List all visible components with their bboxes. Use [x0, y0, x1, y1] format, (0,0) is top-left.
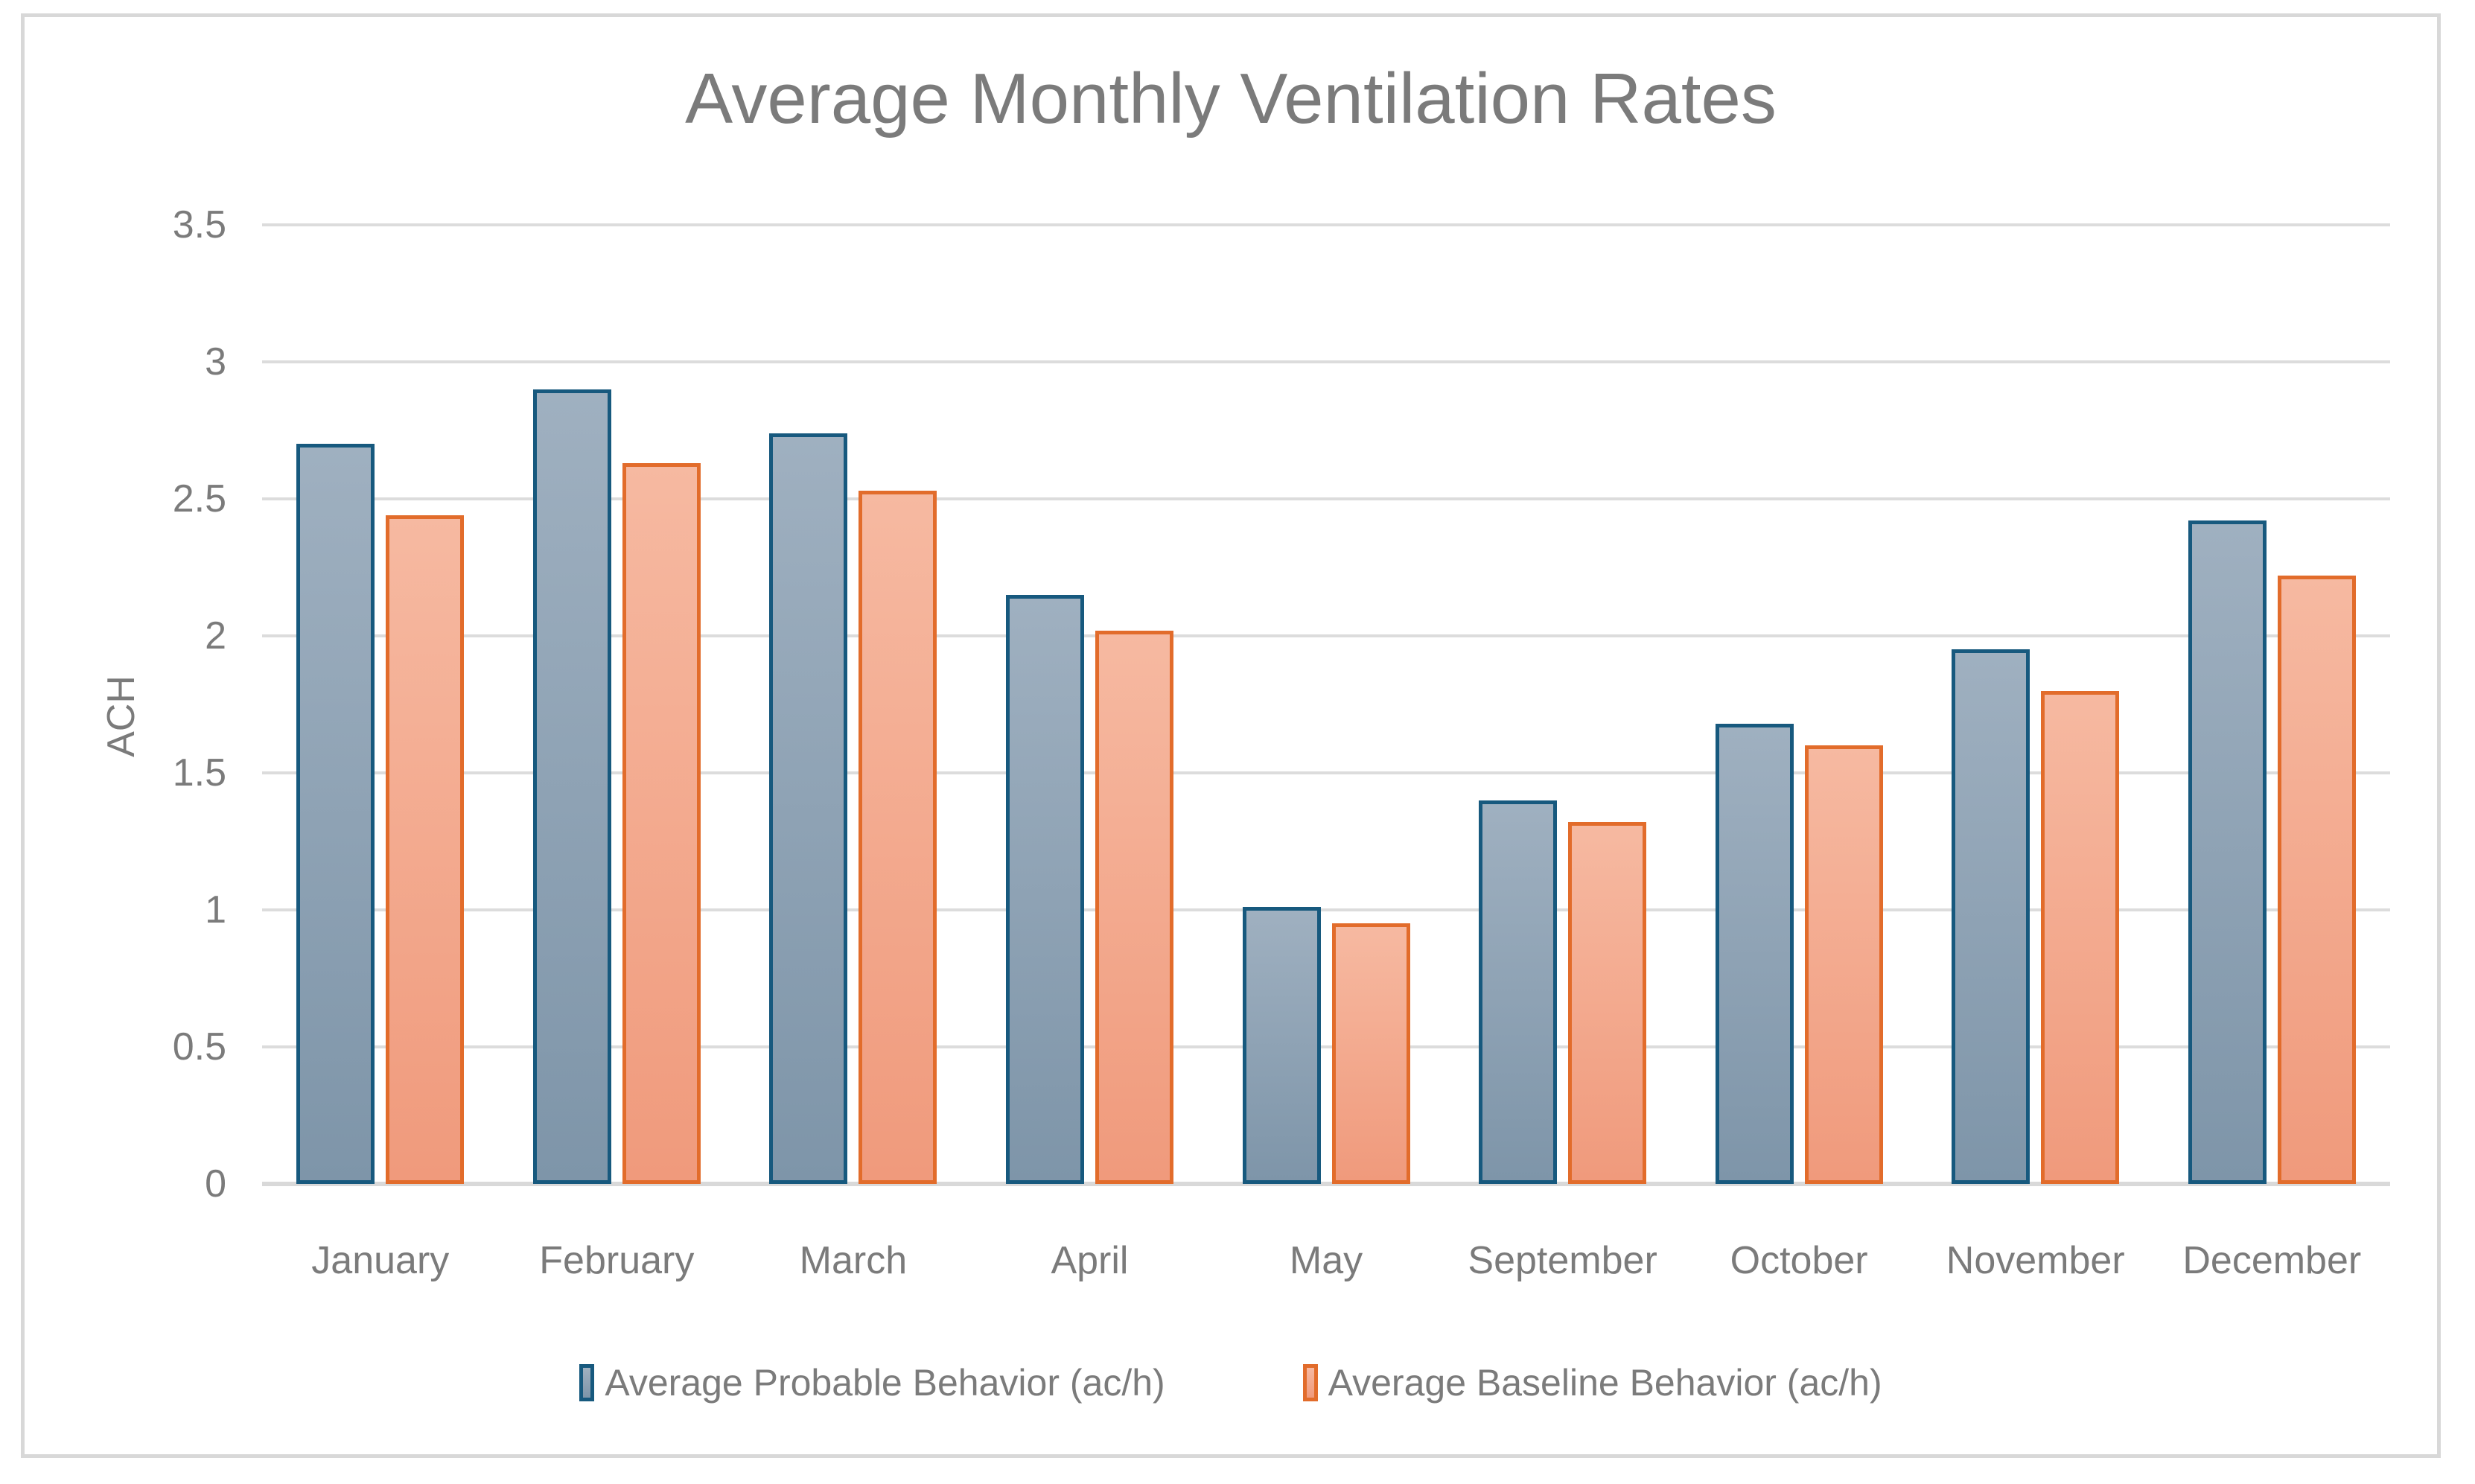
gridline-1.5 — [262, 771, 2390, 774]
bar-group-october — [1681, 225, 1917, 1184]
bar-baseline-november — [2041, 690, 2120, 1184]
bar-group-september — [1444, 225, 1681, 1184]
bar-group-december — [2154, 225, 2391, 1184]
legend-item-probable: Average Probable Behavior (ac/h) — [579, 1361, 1165, 1404]
bar-baseline-april — [1095, 630, 1173, 1184]
bar-baseline-december — [2277, 576, 2356, 1184]
legend-swatch-probable — [579, 1364, 595, 1401]
bar-probable-october — [1715, 723, 1794, 1184]
y-axis-title: ACH — [100, 675, 143, 757]
y-tick-label-0: 0 — [205, 1162, 226, 1206]
legend-item-baseline: Average Baseline Behavior (ac/h) — [1302, 1361, 1882, 1404]
bar-probable-may — [1242, 907, 1321, 1184]
bar-baseline-march — [859, 490, 937, 1184]
plot-area: 3.5 3 2.5 2 1.5 1 0.5 0 — [173, 206, 2390, 1203]
chart-frame: Average Monthly Ventilation Rates ACH 3.… — [21, 13, 2441, 1458]
bars-layer — [262, 225, 2390, 1184]
legend-label-probable: Average Probable Behavior (ac/h) — [605, 1362, 1165, 1404]
bar-probable-january — [296, 444, 375, 1184]
bar-baseline-october — [1804, 745, 1883, 1184]
bar-group-march — [735, 225, 972, 1184]
y-tick-label-0.5: 0.5 — [172, 1025, 226, 1069]
bar-group-april — [972, 225, 1208, 1184]
gridline-3 — [262, 360, 2390, 363]
x-axis-label-november: November — [1946, 1239, 2125, 1282]
y-tick-label-1: 1 — [205, 888, 226, 932]
gridline-2.5 — [262, 497, 2390, 500]
gridline-0 — [262, 1182, 2390, 1186]
bar-baseline-january — [386, 515, 465, 1184]
gridline-2 — [262, 634, 2390, 637]
y-tick-label-2: 2 — [205, 614, 226, 657]
bar-baseline-may — [1331, 923, 1410, 1184]
bar-group-may — [1208, 225, 1444, 1184]
bar-baseline-february — [622, 463, 701, 1184]
x-axis-label-may: May — [1289, 1239, 1363, 1282]
x-axis-labels: January February March April May September Oct… — [262, 1238, 2390, 1283]
bar-baseline-september — [1568, 822, 1647, 1184]
y-tick-label-3.5: 3.5 — [172, 203, 226, 246]
chart-title: Average Monthly Ventilation Rates — [685, 59, 1777, 138]
gridline-1 — [262, 908, 2390, 911]
bar-probable-february — [532, 389, 611, 1184]
bar-probable-march — [769, 433, 848, 1184]
legend-swatch-baseline — [1302, 1364, 1318, 1401]
bar-group-february — [499, 225, 736, 1184]
legend: Average Probable Behavior (ac/h) Average… — [25, 1361, 2437, 1404]
gridline-0.5 — [262, 1045, 2390, 1048]
bar-probable-december — [2188, 520, 2267, 1184]
x-axis-label-september: September — [1468, 1239, 1657, 1282]
bar-probable-november — [1952, 649, 2030, 1184]
bar-probable-september — [1479, 800, 1558, 1184]
x-axis-label-april: April — [1051, 1239, 1129, 1282]
legend-label-baseline: Average Baseline Behavior (ac/h) — [1328, 1362, 1882, 1404]
x-axis-label-february: February — [539, 1239, 695, 1282]
bar-probable-april — [1005, 594, 1084, 1184]
bar-group-november — [1917, 225, 2154, 1184]
bar-group-january — [262, 225, 499, 1184]
y-tick-label-1.5: 1.5 — [172, 751, 226, 794]
x-axis-label-march: March — [799, 1239, 908, 1282]
y-tick-label-3: 3 — [205, 340, 226, 383]
x-axis-label-january: January — [311, 1239, 450, 1282]
gridline-3.5 — [262, 223, 2390, 226]
y-tick-label-2.5: 2.5 — [172, 477, 226, 520]
x-axis-label-october: October — [1730, 1239, 1868, 1282]
x-axis-label-december: December — [2182, 1239, 2362, 1282]
